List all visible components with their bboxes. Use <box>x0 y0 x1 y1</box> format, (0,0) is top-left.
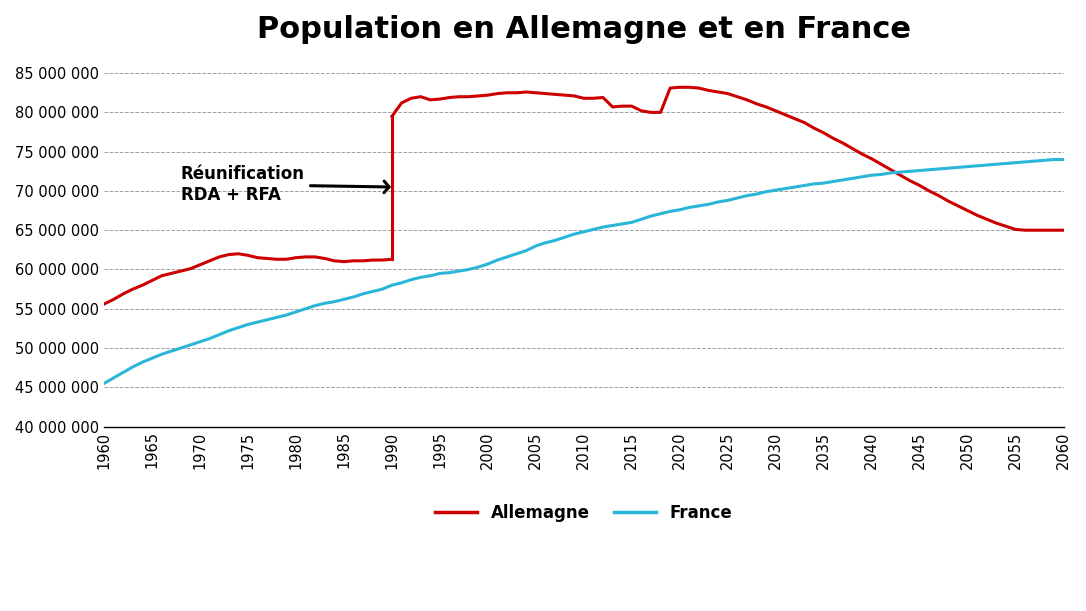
Text: Réunification
RDA + RFA: Réunification RDA + RFA <box>181 165 389 204</box>
Legend: Allemagne, France: Allemagne, France <box>429 497 738 529</box>
Title: Population en Allemagne et en France: Population en Allemagne et en France <box>256 15 911 44</box>
